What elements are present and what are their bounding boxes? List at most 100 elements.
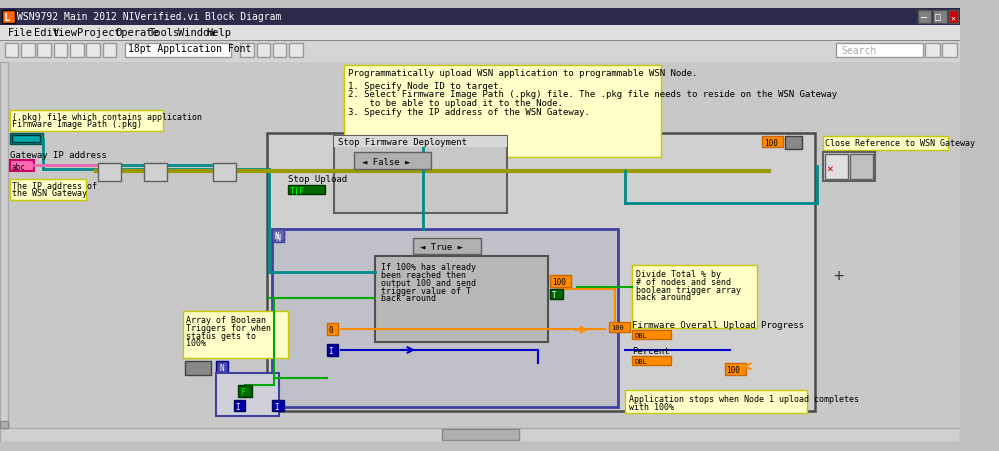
Bar [822, 136, 948, 151]
Bar [10, 160, 34, 172]
Bar [836, 44, 923, 58]
Bar [54, 44, 67, 58]
Bar [0, 421, 8, 428]
Text: Tools: Tools [149, 28, 180, 38]
Text: been reached then: been reached then [381, 271, 466, 280]
Bar [12, 135, 40, 143]
Bar [0, 41, 960, 63]
Text: I: I [329, 346, 334, 355]
Bar [239, 386, 252, 397]
Text: to be able to upload it to the Node.: to be able to upload it to the Node. [348, 99, 562, 108]
Text: 100: 100 [611, 324, 624, 330]
Bar [327, 323, 339, 335]
Bar [273, 231, 285, 243]
Bar [289, 185, 325, 195]
Bar [443, 429, 518, 440]
Text: Application stops when Node 1 upload completes: Application stops when Node 1 upload com… [628, 394, 858, 403]
Text: Project: Project [77, 28, 121, 38]
Bar [0, 63, 960, 432]
Text: back around: back around [381, 294, 436, 303]
Text: Close Reference to WSN Gateway: Close Reference to WSN Gateway [824, 138, 975, 147]
Bar [0, 428, 960, 442]
Bar [942, 44, 957, 58]
Bar [267, 133, 815, 411]
Bar [272, 230, 284, 241]
Bar [632, 330, 670, 340]
Text: Window: Window [178, 28, 216, 38]
Text: ◄ False ►: ◄ False ► [363, 157, 411, 166]
Bar [5, 44, 18, 58]
Bar [273, 44, 287, 58]
Bar [822, 152, 875, 181]
Bar [290, 44, 303, 58]
Text: Firmware Image Path (.pkg): Firmware Image Path (.pkg) [12, 120, 142, 129]
Text: ✕: ✕ [950, 14, 955, 23]
Bar [185, 362, 212, 375]
Text: (.pkg) file which contains application: (.pkg) file which contains application [12, 112, 202, 121]
Bar [240, 44, 254, 58]
Text: Search: Search [841, 46, 876, 56]
Text: Percent: Percent [632, 346, 670, 355]
Text: Stop Firmware Deployment: Stop Firmware Deployment [339, 137, 468, 146]
Text: Programmatically upload WSN application to programmable WSN Node.: Programmatically upload WSN application … [348, 69, 697, 78]
Text: abc: abc [12, 162, 25, 171]
Text: Divide Total % by: Divide Total % by [636, 270, 721, 279]
Text: +: + [833, 267, 843, 284]
Text: 1. Specify Node ID to target.: 1. Specify Node ID to target. [348, 82, 503, 91]
Bar [632, 266, 757, 328]
Bar [624, 391, 807, 414]
Bar [948, 11, 958, 24]
Text: Operate: Operate [115, 28, 159, 38]
Text: 3. Specify the IP address of the WSN Gateway.: 3. Specify the IP address of the WSN Gat… [348, 107, 589, 116]
Bar [335, 136, 507, 148]
Bar [216, 373, 279, 416]
Text: 100: 100 [726, 365, 740, 374]
Bar [214, 164, 237, 181]
Text: The IP address of: The IP address of [12, 181, 97, 190]
Bar [0, 26, 960, 41]
Bar [549, 290, 563, 299]
Bar [0, 9, 960, 26]
Bar [183, 312, 289, 358]
Text: trigger value of T: trigger value of T [381, 286, 471, 295]
Bar [609, 322, 630, 332]
Bar [414, 239, 481, 254]
Bar [0, 41, 960, 42]
Bar [549, 276, 570, 287]
Text: I: I [236, 402, 240, 411]
Bar [70, 44, 84, 58]
Text: output 100 and send: output 100 and send [381, 278, 476, 287]
Bar [98, 164, 121, 181]
Bar [125, 44, 231, 58]
Text: Firmware Overall Upload Progress: Firmware Overall Upload Progress [632, 320, 804, 329]
Text: with 100%: with 100% [628, 402, 673, 411]
Bar [87, 44, 100, 58]
Text: 18pt Application Font: 18pt Application Font [128, 44, 251, 54]
Text: Stop Upload: Stop Upload [289, 175, 348, 184]
Bar [21, 44, 35, 58]
Text: Edit: Edit [34, 28, 59, 38]
Bar [38, 44, 51, 58]
Bar [344, 66, 661, 157]
Bar [272, 400, 284, 411]
Text: View: View [53, 28, 78, 38]
Text: I: I [274, 402, 279, 411]
Bar [144, 164, 167, 181]
Text: Triggers for when: Triggers for when [187, 323, 272, 332]
Text: DBL: DBL [634, 332, 647, 338]
Bar [762, 136, 783, 148]
Bar [216, 362, 228, 373]
Text: L: L [4, 13, 11, 23]
Bar [724, 364, 746, 375]
Text: ◄ True ►: ◄ True ► [420, 243, 463, 252]
Text: File: File [8, 28, 33, 38]
Text: back around: back around [636, 293, 691, 302]
Text: WSN9792 Main 2012 NIVerified.vi Block Diagram: WSN9792 Main 2012 NIVerified.vi Block Di… [17, 12, 282, 22]
Bar [632, 356, 670, 365]
Bar [375, 256, 547, 342]
Text: ─: ─ [920, 13, 926, 23]
Text: # of nodes and send: # of nodes and send [636, 277, 731, 286]
Bar [785, 136, 802, 150]
Text: status gets to: status gets to [187, 331, 257, 340]
Text: F: F [240, 387, 245, 396]
